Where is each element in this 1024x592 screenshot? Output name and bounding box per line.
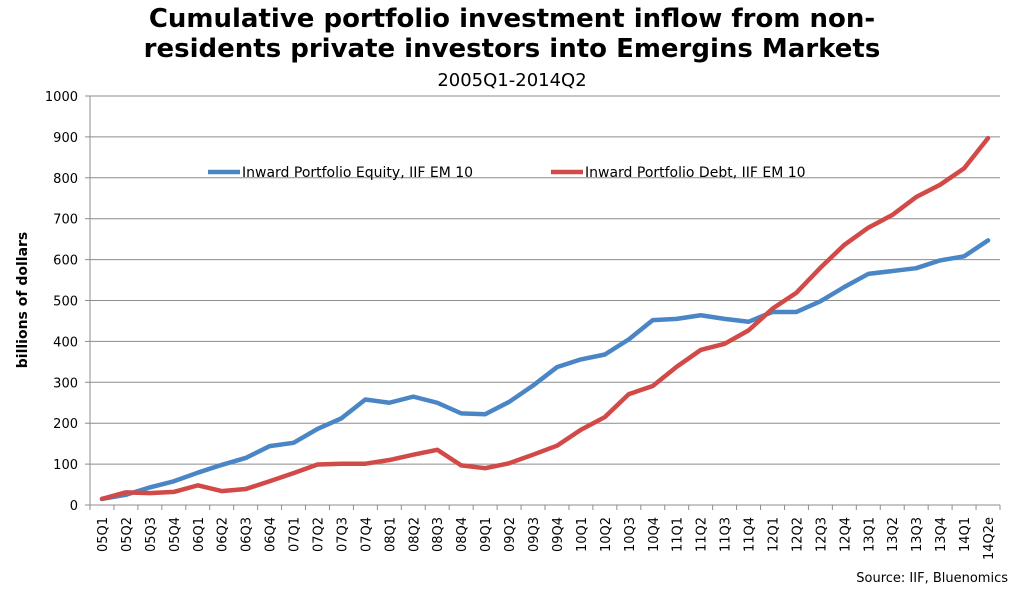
source-note: Source: IIF, Bluenomics (856, 571, 1008, 586)
x-tick-label: 09Q1 (479, 517, 494, 552)
x-tick-label: 08Q4 (455, 517, 470, 552)
x-tick-label: 11Q2 (695, 517, 710, 552)
x-tick-label: 09Q4 (551, 517, 566, 552)
x-tick-label: 05Q2 (120, 517, 135, 552)
x-tick-label: 07Q3 (335, 517, 350, 552)
x-tick-label: 13Q1 (862, 517, 877, 552)
legend-layer: Inward Portfolio Equity, IIF EM 10 Inward… (208, 165, 806, 181)
y-tick-label: 100 (53, 458, 78, 473)
x-tick-label: 05Q1 (96, 517, 111, 552)
y-tick-label: 0 (70, 499, 78, 514)
y-tick-label: 300 (53, 376, 78, 391)
x-tick-label: 09Q3 (527, 517, 542, 552)
y-tick-label: 200 (53, 417, 78, 432)
legend-label: Inward Portfolio Debt, IIF EM 10 (585, 165, 806, 181)
x-tick-label: 13Q2 (886, 517, 901, 552)
x-tick-label: 10Q2 (599, 517, 614, 552)
x-tick-label: 07Q2 (312, 517, 327, 552)
x-tick-label: 05Q3 (144, 517, 159, 552)
x-tick-label: 13Q4 (934, 517, 949, 552)
chart-subtitle: 2005Q1-2014Q2 (437, 70, 587, 91)
x-tick-label: 11Q3 (719, 517, 734, 552)
x-tick-label: 12Q3 (814, 517, 829, 552)
chart-title-line-1: Cumulative portfolio investment inflow f… (148, 4, 876, 34)
x-tick-label: 12Q4 (838, 517, 853, 552)
x-tick-label: 14Q2e (982, 517, 997, 560)
x-tick-label: 08Q3 (431, 517, 446, 552)
y-tick-label: 600 (53, 254, 78, 269)
x-tick-label: 12Q2 (790, 517, 805, 552)
x-tick-label: 10Q4 (647, 517, 662, 552)
x-tick-label: 12Q1 (767, 517, 782, 552)
x-tick-label: 08Q1 (383, 517, 398, 552)
legend-label: Inward Portfolio Equity, IIF EM 10 (242, 165, 473, 181)
y-tick-label: 500 (53, 295, 78, 310)
grid-layer (90, 95, 1000, 465)
x-tick-label: 08Q2 (407, 517, 422, 552)
x-tick-label: 06Q1 (192, 517, 207, 552)
axis-layer: 0 100 200 300 400 500 600 700 800 900 1000 05Q1 05Q2… (45, 90, 1001, 560)
x-tick-label: 13Q3 (910, 517, 925, 552)
x-tick-label: 05Q4 (168, 517, 183, 552)
x-tick-label: 06Q2 (216, 517, 231, 552)
x-tick-label: 14Q1 (958, 517, 973, 552)
series-line-equity (99, 238, 991, 502)
y-tick-label: 900 (53, 131, 78, 146)
chart-title-line-2: residents private investors into Emergin… (143, 34, 881, 64)
y-tick-label: 800 (53, 172, 78, 187)
series-layer (99, 135, 991, 502)
series-line-debt (99, 135, 991, 502)
x-tick-label: 07Q1 (288, 517, 303, 552)
x-tick-label: 11Q1 (671, 517, 686, 552)
x-tick-label: 06Q4 (264, 517, 279, 552)
x-tick-label: 09Q2 (503, 517, 518, 552)
x-tick-label: 07Q4 (359, 517, 374, 552)
y-tick-label: 700 (53, 213, 78, 228)
y-tick-label: 400 (53, 335, 78, 350)
x-tick-label: 10Q3 (623, 517, 638, 552)
x-tick-label: 11Q4 (743, 517, 758, 552)
x-tick-label: 06Q3 (240, 517, 255, 552)
x-tick-label: 10Q1 (575, 517, 590, 552)
y-tick-label: 1000 (45, 90, 78, 105)
y-axis-label: billions of dollars (15, 232, 31, 369)
